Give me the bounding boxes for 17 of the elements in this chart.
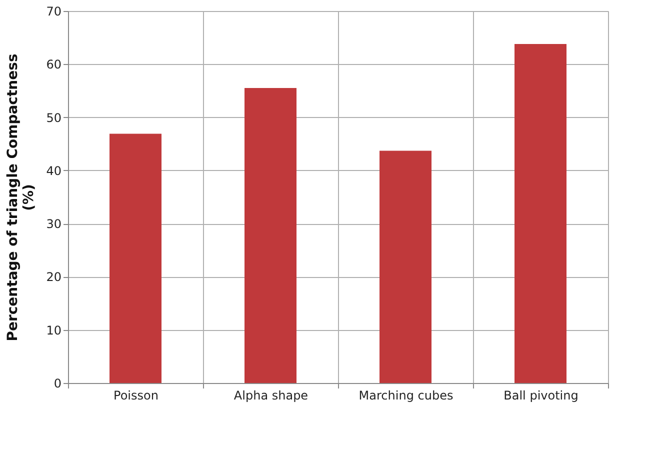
x-tick-label: Marching cubes <box>358 388 454 402</box>
y-tick-label: 50 <box>46 110 62 125</box>
y-tick-label: 10 <box>46 323 62 338</box>
x-tick-label: Alpha shape <box>234 388 308 402</box>
y-axis-title: Percentage of triangle Compactness (%) <box>5 54 38 342</box>
y-tick-label: 30 <box>46 217 62 232</box>
y-tick-label: 60 <box>46 58 62 72</box>
bar <box>380 150 432 383</box>
y-tick-label: 70 <box>46 4 62 18</box>
x-tick-label: Poisson <box>114 388 158 402</box>
bar <box>110 134 162 383</box>
y-tick-label: 40 <box>46 164 62 178</box>
bar <box>514 44 566 383</box>
y-tick-label: 0 <box>54 376 62 390</box>
x-tick-label: Ball pivoting <box>504 388 578 402</box>
y-tick-label: 20 <box>46 270 62 284</box>
bar <box>244 88 296 383</box>
